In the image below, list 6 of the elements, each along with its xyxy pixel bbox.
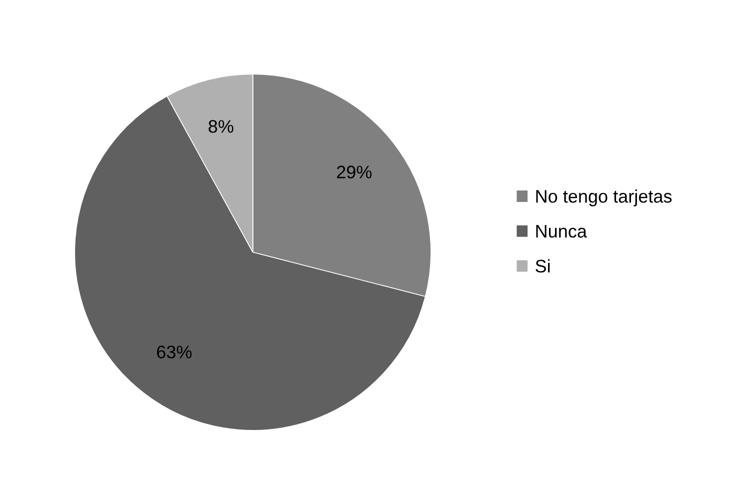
legend-label: Nunca bbox=[536, 225, 587, 238]
data-label: 63% bbox=[157, 346, 192, 358]
legend-label: No tengo tarjetas bbox=[536, 190, 672, 206]
data-label: 29% bbox=[337, 166, 372, 178]
legend-label: Si bbox=[536, 259, 550, 273]
data-label: 8% bbox=[208, 120, 234, 133]
